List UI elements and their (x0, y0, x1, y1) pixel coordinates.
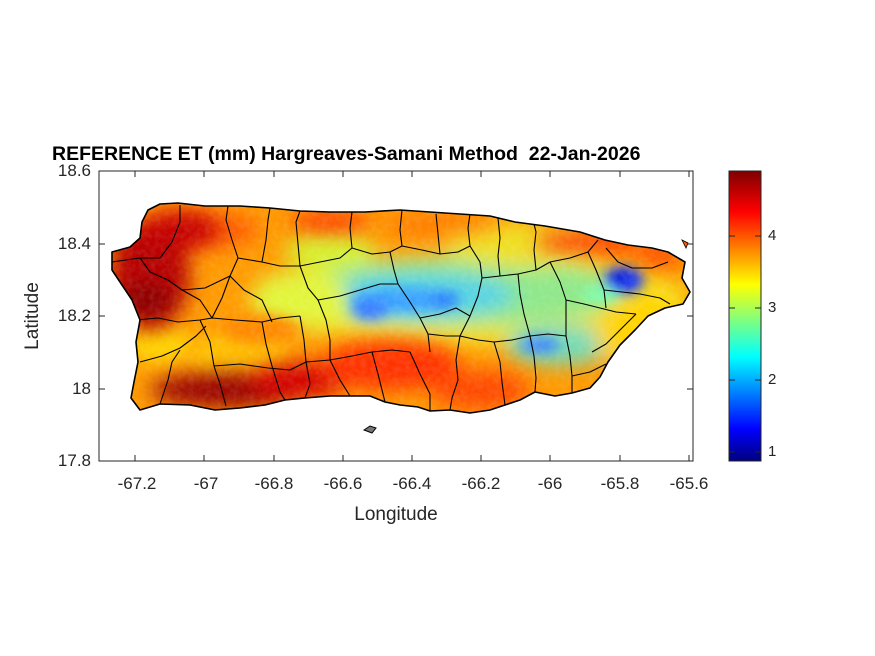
colorbar-tick-label: 4 (768, 227, 777, 244)
y-tick-label: 18.4 (57, 234, 91, 253)
small-islet (362, 425, 377, 434)
x-tick-label: -65.6 (669, 474, 709, 493)
axis-ticks (99, 171, 693, 461)
map-title: REFERENCE ET (mm) Hargreaves-Samani Meth… (52, 143, 641, 165)
y-tick-label: 18.2 (57, 306, 91, 325)
colorbar-tick-label: 1 (768, 443, 777, 460)
y-tick-label: 18 (72, 379, 91, 398)
colorbar-ticks (729, 235, 761, 453)
y-tick-label: 18.6 (57, 161, 91, 180)
x-tick-label: -66.2 (461, 474, 501, 493)
colorbar-tick-label: 3 (768, 299, 777, 316)
x-tick-label: -66.6 (323, 474, 363, 493)
colorbar-tick-label: 2 (768, 371, 777, 388)
x-tick-label: -66.8 (254, 474, 294, 493)
small-islet (681, 239, 689, 249)
x-tick-label: -67.2 (117, 474, 157, 493)
x-axis-label: Longitude (354, 504, 438, 525)
island-outline (111, 202, 691, 414)
x-tick-label: -66.4 (392, 474, 432, 493)
x-tick-label: -65.8 (600, 474, 640, 493)
x-tick-label: -66 (537, 474, 563, 493)
x-tick-label: -67 (193, 474, 219, 493)
y-tick-label: 17.8 (57, 451, 91, 470)
municipality-boundaries (112, 205, 671, 411)
colorbar (728, 170, 762, 462)
